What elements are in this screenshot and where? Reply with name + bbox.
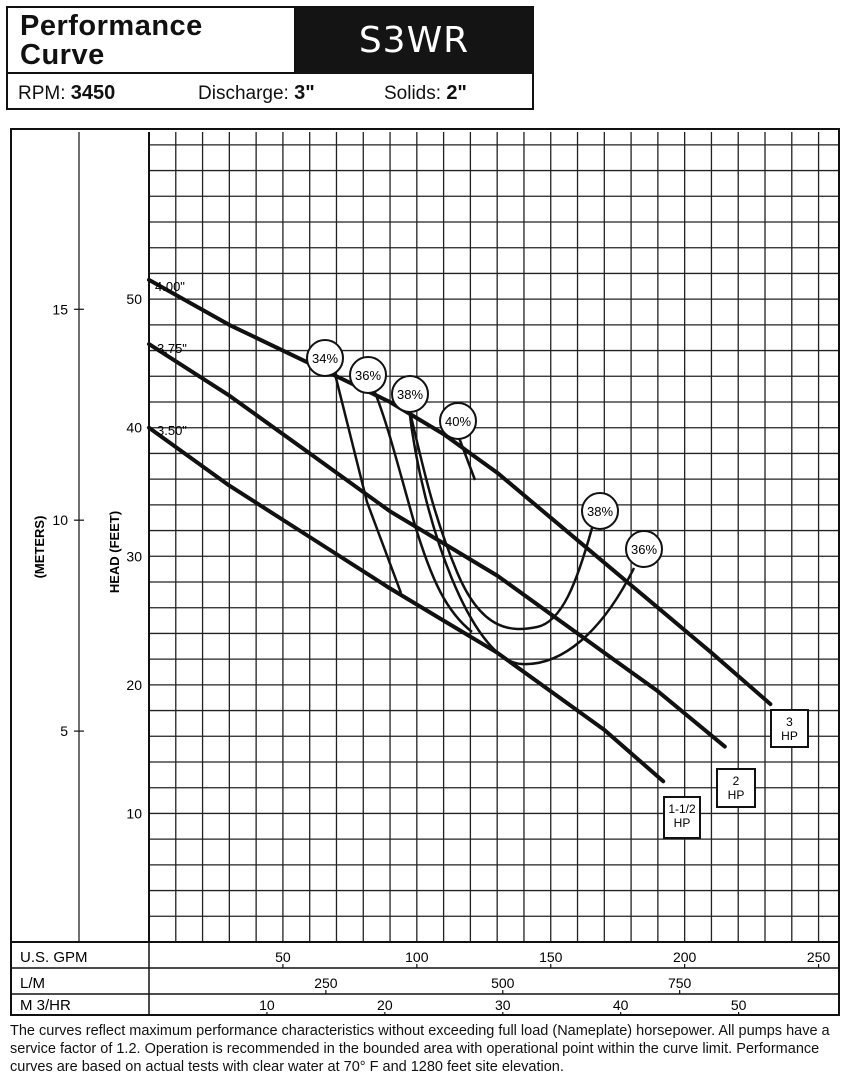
discharge-label: Discharge:: [198, 83, 289, 104]
meters-tick-label: 15: [52, 301, 68, 317]
rpm-label: RPM:: [18, 83, 66, 104]
footnote: The curves reflect maximum performance c…: [10, 1023, 830, 1075]
flow-axes: U.S. GPM 50 100 150 200 250 L/M 250 500 750 M 3/HR…: [12, 941, 838, 1014]
efficiency-badge: [349, 356, 387, 394]
title-line-2: Curve: [20, 39, 105, 71]
efficiency-badge: [581, 492, 619, 530]
specs-row: RPM: 3450 Discharge: 3" Solids: 2": [8, 74, 532, 110]
x-axis-title: L/M: [20, 975, 45, 992]
y-tick-label: 50: [126, 291, 142, 307]
impeller-label: 3.75": [157, 341, 187, 356]
x-tick-label: 250: [314, 975, 338, 991]
title-box: Performance Curve: [8, 8, 296, 74]
efficiency-label: 40%: [445, 414, 471, 429]
hp-label-value: 2: [733, 774, 740, 788]
x-tick-label: 250: [807, 949, 831, 965]
hp-label-value: 3: [786, 715, 793, 729]
x-tick-label: 50: [731, 997, 747, 1013]
solids-label: Solids:: [384, 83, 442, 104]
x-tick-label: 200: [673, 949, 697, 965]
x-tick-label: 100: [405, 949, 429, 965]
efficiency-badge: [625, 530, 663, 568]
efficiency-label: 36%: [355, 368, 381, 383]
impeller-label: 3.50": [157, 423, 187, 438]
efficiency-label: 38%: [587, 504, 613, 519]
x-tick-label: 30: [495, 997, 511, 1013]
x-tick-label: 10: [259, 997, 275, 1013]
y-tick-label: 30: [126, 548, 142, 564]
meters-tick-label: 10: [52, 512, 68, 528]
x-tick-label: 500: [491, 975, 515, 991]
x-axis-title: U.S. GPM: [20, 949, 88, 966]
hp-label-value: 1-1/2: [668, 802, 696, 816]
meters-axis-title: (METERS): [32, 516, 47, 579]
efficiency-label: 34%: [312, 351, 338, 366]
chart-grid: [149, 132, 838, 942]
meters-tick-label: 5: [60, 723, 68, 739]
hp-label-unit: HP: [781, 729, 798, 743]
efficiency-label: 38%: [397, 387, 423, 402]
x-tick-label: 750: [668, 975, 692, 991]
head-curve-2: [147, 425, 666, 784]
chart-labels: 4.00"3HP3.75"2HP3.50"1-1/2HP34%36%38%40%…: [155, 279, 809, 839]
hp-label-unit: HP: [728, 788, 745, 802]
discharge-value: 3": [294, 82, 315, 104]
y-tick-label: 40: [126, 420, 142, 436]
x-tick-label: 50: [275, 949, 291, 965]
efficiency-curve-1: [372, 389, 473, 633]
head-curve-1: [147, 342, 727, 749]
header-box: Performance Curve S3WR RPM: 3450 Dischar…: [6, 6, 534, 110]
x-tick-label: 20: [377, 997, 393, 1013]
x-tick-label: 40: [613, 997, 629, 1013]
model-box: S3WR: [296, 8, 532, 74]
hp-label-box: [716, 768, 756, 808]
x-axis-title: M 3/HR: [20, 997, 71, 1014]
efficiency-curve-2: [407, 407, 594, 631]
efficiency-badge: [439, 402, 477, 440]
y-axis-title: HEAD (FEET): [107, 511, 122, 593]
title-line-1: Performance: [20, 10, 203, 42]
hp-label-box: [663, 796, 701, 839]
rpm-spec: RPM: 3450: [18, 82, 115, 105]
performance-chart: 10 20 30 40 50 5 10 15 HEAD (FEET) (METERS) U.S. …: [12, 132, 838, 1014]
discharge-spec: Discharge: 3": [198, 82, 315, 105]
efficiency-label: 36%: [631, 542, 657, 557]
x-tick-label: 150: [539, 949, 563, 965]
page-title: Performance Curve: [20, 12, 290, 70]
solids-spec: Solids: 2": [384, 82, 467, 105]
hp-label-unit: HP: [674, 816, 691, 830]
rpm-value: 3450: [70, 82, 116, 104]
head-curves: [147, 277, 773, 784]
hp-label-box: [770, 709, 809, 748]
chart-axes: 10 20 30 40 50 5 10 15 HEAD (FEET) (METERS): [32, 132, 150, 942]
solids-value: 2": [446, 82, 467, 104]
chart-frame: 10 20 30 40 50 5 10 15 HEAD (FEET) (METERS) U.S. …: [10, 128, 840, 1016]
efficiency-curve-3: [456, 434, 477, 481]
efficiency-curve-0: [333, 373, 403, 594]
head-curve-0: [147, 277, 773, 707]
y-tick-label: 10: [126, 805, 142, 821]
efficiency-badge: [391, 375, 429, 413]
efficiency-badge: [306, 339, 344, 377]
y-tick-label: 20: [126, 677, 142, 693]
model-name: S3WR: [358, 20, 470, 61]
impeller-label: 4.00": [155, 279, 185, 294]
